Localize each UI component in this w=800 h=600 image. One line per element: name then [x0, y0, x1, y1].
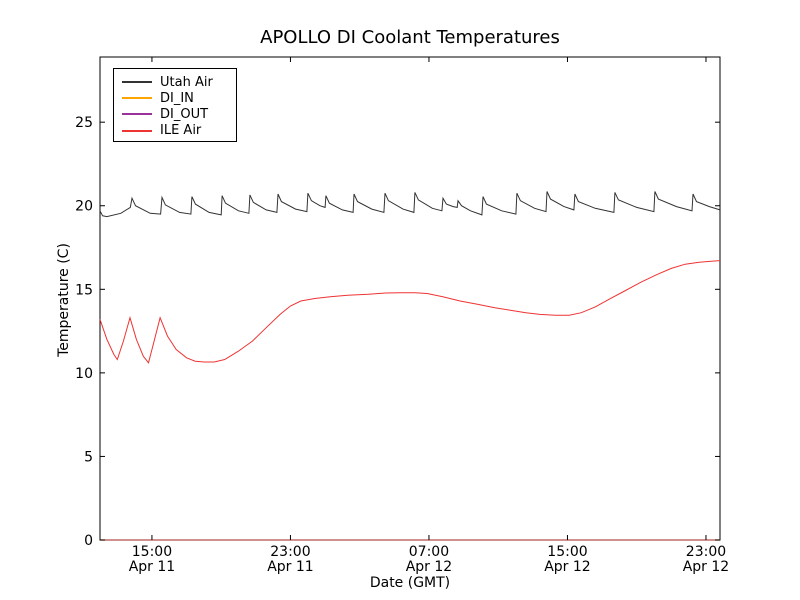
legend: Utah Air DI_IN DI_OUT ILE Air	[113, 68, 237, 142]
x-tick-time-label: 23:00	[686, 544, 726, 560]
legend-item-label: DI_OUT	[160, 106, 209, 122]
legend-item-label: Utah Air	[160, 74, 213, 90]
series-line-utah-air	[99, 191, 721, 218]
chart-title: APOLLO DI Coolant Temperatures	[260, 27, 560, 48]
y-axis-label: Temperature (C)	[56, 243, 72, 357]
legend-item-di-out: DI_OUT	[122, 106, 232, 122]
legend-item-label: DI_IN	[160, 90, 194, 106]
x-tick-time-label: 15:00	[132, 544, 172, 560]
y-tick-label: 20	[75, 199, 93, 215]
x-tick-date-label: Apr 11	[129, 559, 175, 575]
x-tick-time-label: 07:00	[409, 544, 449, 560]
x-tick-time-label: 15:00	[547, 544, 587, 560]
series-line-ile-air	[99, 260, 721, 364]
y-tick-label: 10	[75, 366, 93, 382]
x-tick-date-label: Apr 12	[544, 559, 590, 575]
x-tick-date-label: Apr 12	[406, 559, 452, 575]
y-tick-label: 5	[84, 449, 93, 465]
legend-item-ile-air: ILE Air	[122, 123, 232, 139]
legend-line-swatch	[122, 113, 152, 116]
legend-line-swatch	[122, 81, 152, 84]
legend-item-utah-air: Utah Air	[122, 74, 232, 90]
legend-item-di-in: DI_IN	[122, 90, 232, 106]
x-axis-label: Date (GMT)	[369, 575, 451, 591]
x-tick-time-label: 23:00	[270, 544, 310, 560]
legend-line-swatch	[122, 97, 152, 100]
x-tick-date-label: Apr 11	[267, 559, 313, 575]
y-tick-label: 25	[75, 115, 93, 131]
legend-item-label: ILE Air	[160, 123, 202, 139]
legend-line-swatch	[122, 129, 152, 132]
y-tick-label: 15	[75, 282, 93, 298]
y-tick-label: 0	[84, 533, 93, 549]
x-tick-date-label: Apr 12	[683, 559, 729, 575]
